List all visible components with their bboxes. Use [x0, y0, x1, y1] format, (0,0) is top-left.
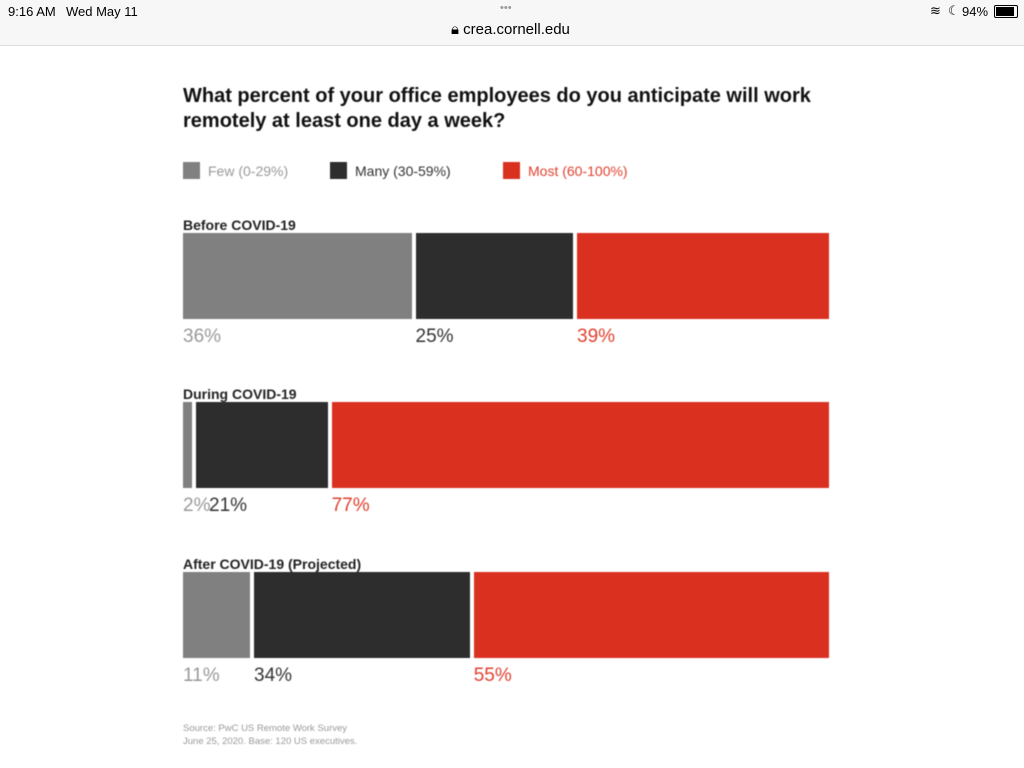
bar-segment	[254, 572, 470, 658]
source-line: Source: PwC US Remote Work Survey	[183, 723, 348, 734]
status-bar: 9:16 AM Wed May 11 ••• 🔒︎ crea.cornell.e…	[0, 0, 1024, 46]
legend-label: Many (30-59%)	[355, 162, 451, 179]
battery-icon	[994, 5, 1018, 18]
source-note: Source: PwC US Remote Work Survey June 2…	[183, 722, 357, 748]
bar-segment	[331, 402, 829, 488]
data-label: 25%	[415, 326, 454, 347]
legend-swatch	[183, 162, 200, 179]
url: crea.cornell.edu	[463, 21, 570, 38]
lock-icon: 🔒︎	[451, 21, 459, 38]
legend-label: Few (0-29%)	[208, 162, 289, 179]
data-label: 39%	[577, 326, 616, 347]
multitask-dots[interactable]: •••	[500, 2, 512, 14]
chart-title: What percent of your office employees do…	[183, 85, 811, 132]
data-label: 21%	[209, 495, 248, 516]
moon-icon: ☾	[948, 3, 960, 18]
data-label: 55%	[473, 665, 512, 686]
time: 9:16 AM	[8, 4, 56, 19]
bar-segment	[183, 233, 412, 319]
legend-label: Most (60-100%)	[528, 162, 628, 179]
data-label: 77%	[331, 495, 370, 516]
data-label: 36%	[183, 326, 222, 347]
wifi-icon: ≋	[930, 3, 941, 18]
date: Wed May 11	[66, 4, 138, 19]
battery-percent: 94%	[962, 4, 989, 19]
bar-segment	[195, 402, 328, 488]
legend-item: Few (0-29%)	[183, 162, 288, 179]
bar-segment	[415, 233, 574, 319]
bar-segment	[577, 233, 829, 319]
bar-segment	[183, 572, 251, 658]
data-label: 11%	[183, 665, 220, 686]
legend-item: Many (30-59%)	[330, 162, 451, 179]
legend-swatch	[330, 162, 347, 179]
row-title: After COVID-19 (Projected)	[183, 556, 362, 572]
legend-swatch	[503, 162, 520, 179]
bar-segment	[473, 572, 829, 658]
row-title: Before COVID-19	[183, 217, 296, 233]
chart: What percent of your office employees do…	[0, 46, 1024, 768]
url-bar[interactable]: 🔒︎ crea.cornell.edu	[451, 21, 570, 38]
legend-item: Most (60-100%)	[503, 162, 628, 179]
data-label: 2%	[183, 495, 211, 516]
bar-segment	[183, 402, 192, 488]
source-line: June 25, 2020. Base: 120 US executives.	[183, 736, 358, 747]
data-label: 34%	[254, 665, 293, 686]
row-title: During COVID-19	[183, 386, 297, 402]
